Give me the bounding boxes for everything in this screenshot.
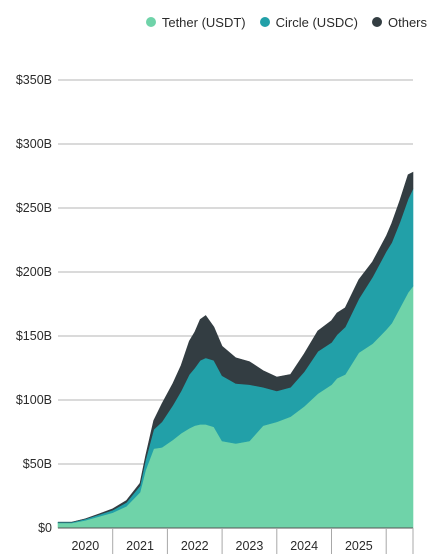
y-tick-label: $0 (38, 521, 52, 535)
area-series (58, 171, 414, 523)
y-tick-label: $100B (16, 393, 52, 407)
y-tick-label: $200B (16, 265, 52, 279)
x-tick-label: 2023 (236, 539, 264, 553)
legend-label: Others (387, 14, 427, 30)
legend-item: Others (371, 14, 427, 30)
y-tick-label: $300B (16, 137, 52, 151)
x-tick-label: 2024 (290, 539, 318, 553)
stacked-areas (57, 171, 414, 529)
legend-swatch (371, 17, 382, 27)
legend-swatch (259, 17, 270, 27)
legend-swatch (145, 17, 156, 27)
y-tick-label: $150B (16, 329, 52, 343)
y-tick-label: $50B (23, 457, 52, 471)
legend-item: Tether (USDT) (145, 14, 246, 30)
legend-item: Circle (USDC) (259, 14, 358, 30)
y-tick-label: $350B (16, 73, 52, 87)
x-tick-label: 2025 (345, 539, 373, 553)
x-tick-label: 2020 (71, 539, 99, 553)
x-axis: 2020 2021 2022 2023 2024 2025 (58, 527, 414, 554)
y-axis-labels: $0 $50B $100B $150B $200B $250B $300B $350B (16, 73, 52, 535)
x-tick-label: 2022 (181, 539, 209, 553)
legend-label: Circle (USDC) (275, 14, 358, 30)
chart-legend: Tether (USDT) Circle (USDC) Others (145, 10, 427, 34)
x-tick-label: 2021 (126, 539, 154, 553)
legend-label: Tether (USDT) (161, 14, 246, 30)
y-tick-label: $250B (16, 201, 52, 215)
